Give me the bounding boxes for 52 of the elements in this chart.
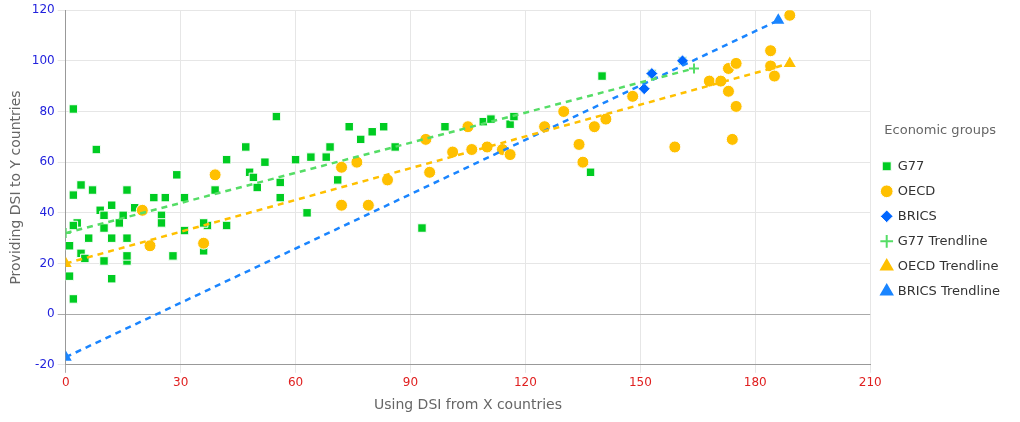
legend-label: G77 — [897, 157, 925, 173]
y-tick-label: 0 — [47, 306, 55, 321]
point — [143, 239, 157, 253]
point — [626, 89, 640, 103]
point — [721, 84, 735, 98]
point — [725, 132, 739, 146]
y-tick-label: 100 — [31, 52, 55, 67]
legend-title: Economic groups — [884, 122, 997, 138]
legend-label: BRICS Trendline — [897, 282, 1001, 298]
point — [423, 165, 437, 179]
legend-label: OECD — [897, 182, 936, 198]
legend-label: G77 Trendline — [897, 232, 988, 248]
y-axis-title: Providing DSI to Y countries — [7, 90, 24, 285]
x-tick-label: 210 — [858, 375, 882, 390]
point — [587, 120, 601, 134]
point — [637, 82, 651, 96]
legend-label: BRICS — [897, 207, 937, 223]
point — [783, 10, 797, 22]
point — [572, 137, 586, 151]
point — [599, 112, 613, 126]
point — [465, 143, 479, 157]
x-tick-label: 120 — [513, 375, 537, 390]
point — [764, 44, 778, 58]
point — [668, 140, 682, 154]
point — [335, 160, 349, 174]
point — [503, 148, 517, 162]
point — [197, 236, 211, 250]
x-tick-label: 60 — [287, 375, 304, 390]
y-tick-label: 20 — [39, 255, 55, 270]
point — [767, 69, 781, 83]
point — [729, 56, 743, 70]
x-tick-label: 90 — [402, 375, 419, 390]
point — [361, 198, 375, 212]
point — [335, 198, 349, 212]
y-tick-label: 60 — [39, 154, 55, 169]
point — [446, 145, 460, 159]
y-tick-label: 120 — [31, 2, 55, 17]
point — [557, 105, 571, 119]
point — [729, 99, 743, 113]
x-tick-label: 0 — [61, 375, 70, 390]
point — [381, 173, 395, 187]
point — [208, 168, 222, 182]
legend-label: OECD Trendline — [897, 257, 999, 273]
y-tick-label: 80 — [39, 103, 55, 118]
x-tick-label: 30 — [172, 375, 189, 390]
x-tick-label: 180 — [743, 375, 767, 390]
y-tick-label: -20 — [35, 356, 55, 371]
y-tick-label: 40 — [39, 204, 55, 219]
x-tick-label: 150 — [628, 375, 652, 390]
point — [576, 155, 590, 169]
point — [538, 120, 552, 134]
x-axis-title: Using DSI from X countries — [373, 396, 562, 413]
